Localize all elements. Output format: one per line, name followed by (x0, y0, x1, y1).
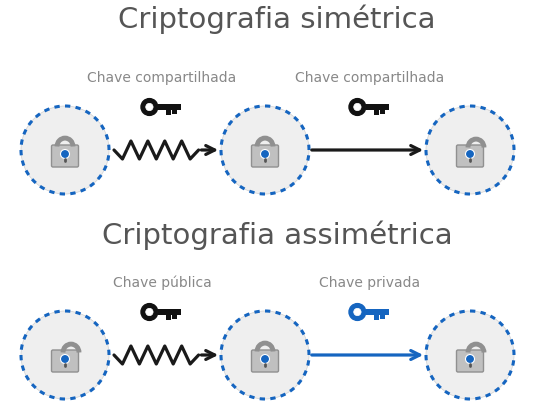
Text: Criptografia assimétrica: Criptografia assimétrica (102, 220, 452, 250)
Text: Chave compartilhada: Chave compartilhada (295, 71, 445, 85)
FancyBboxPatch shape (52, 350, 79, 372)
FancyBboxPatch shape (172, 110, 177, 114)
Circle shape (141, 99, 158, 115)
Circle shape (465, 150, 474, 158)
Circle shape (353, 308, 361, 316)
Circle shape (465, 354, 474, 364)
Text: Chave compartilhada: Chave compartilhada (88, 71, 237, 85)
FancyBboxPatch shape (252, 350, 279, 372)
Circle shape (141, 303, 158, 321)
FancyBboxPatch shape (366, 309, 389, 315)
Circle shape (146, 103, 153, 111)
Text: Chave pública: Chave pública (112, 275, 212, 290)
FancyBboxPatch shape (374, 110, 379, 115)
Text: Chave privada: Chave privada (320, 276, 420, 290)
FancyBboxPatch shape (456, 350, 484, 372)
FancyBboxPatch shape (172, 315, 177, 319)
FancyBboxPatch shape (166, 110, 171, 115)
Circle shape (353, 103, 361, 111)
FancyBboxPatch shape (252, 145, 279, 167)
FancyBboxPatch shape (380, 110, 386, 114)
Circle shape (426, 106, 514, 194)
Circle shape (21, 311, 109, 399)
FancyBboxPatch shape (158, 104, 181, 110)
Circle shape (426, 311, 514, 399)
FancyBboxPatch shape (166, 315, 171, 320)
FancyBboxPatch shape (366, 104, 389, 110)
FancyBboxPatch shape (158, 309, 181, 315)
Circle shape (260, 150, 269, 158)
Circle shape (60, 354, 69, 364)
Text: Criptografia simétrica: Criptografia simétrica (118, 5, 436, 35)
Circle shape (21, 106, 109, 194)
Circle shape (260, 354, 269, 364)
Circle shape (146, 308, 153, 316)
Circle shape (60, 150, 69, 158)
Circle shape (221, 311, 309, 399)
FancyBboxPatch shape (380, 315, 386, 319)
Circle shape (349, 303, 366, 321)
FancyBboxPatch shape (456, 145, 484, 167)
FancyBboxPatch shape (52, 145, 79, 167)
FancyBboxPatch shape (374, 315, 379, 320)
Circle shape (349, 99, 366, 115)
Circle shape (221, 106, 309, 194)
